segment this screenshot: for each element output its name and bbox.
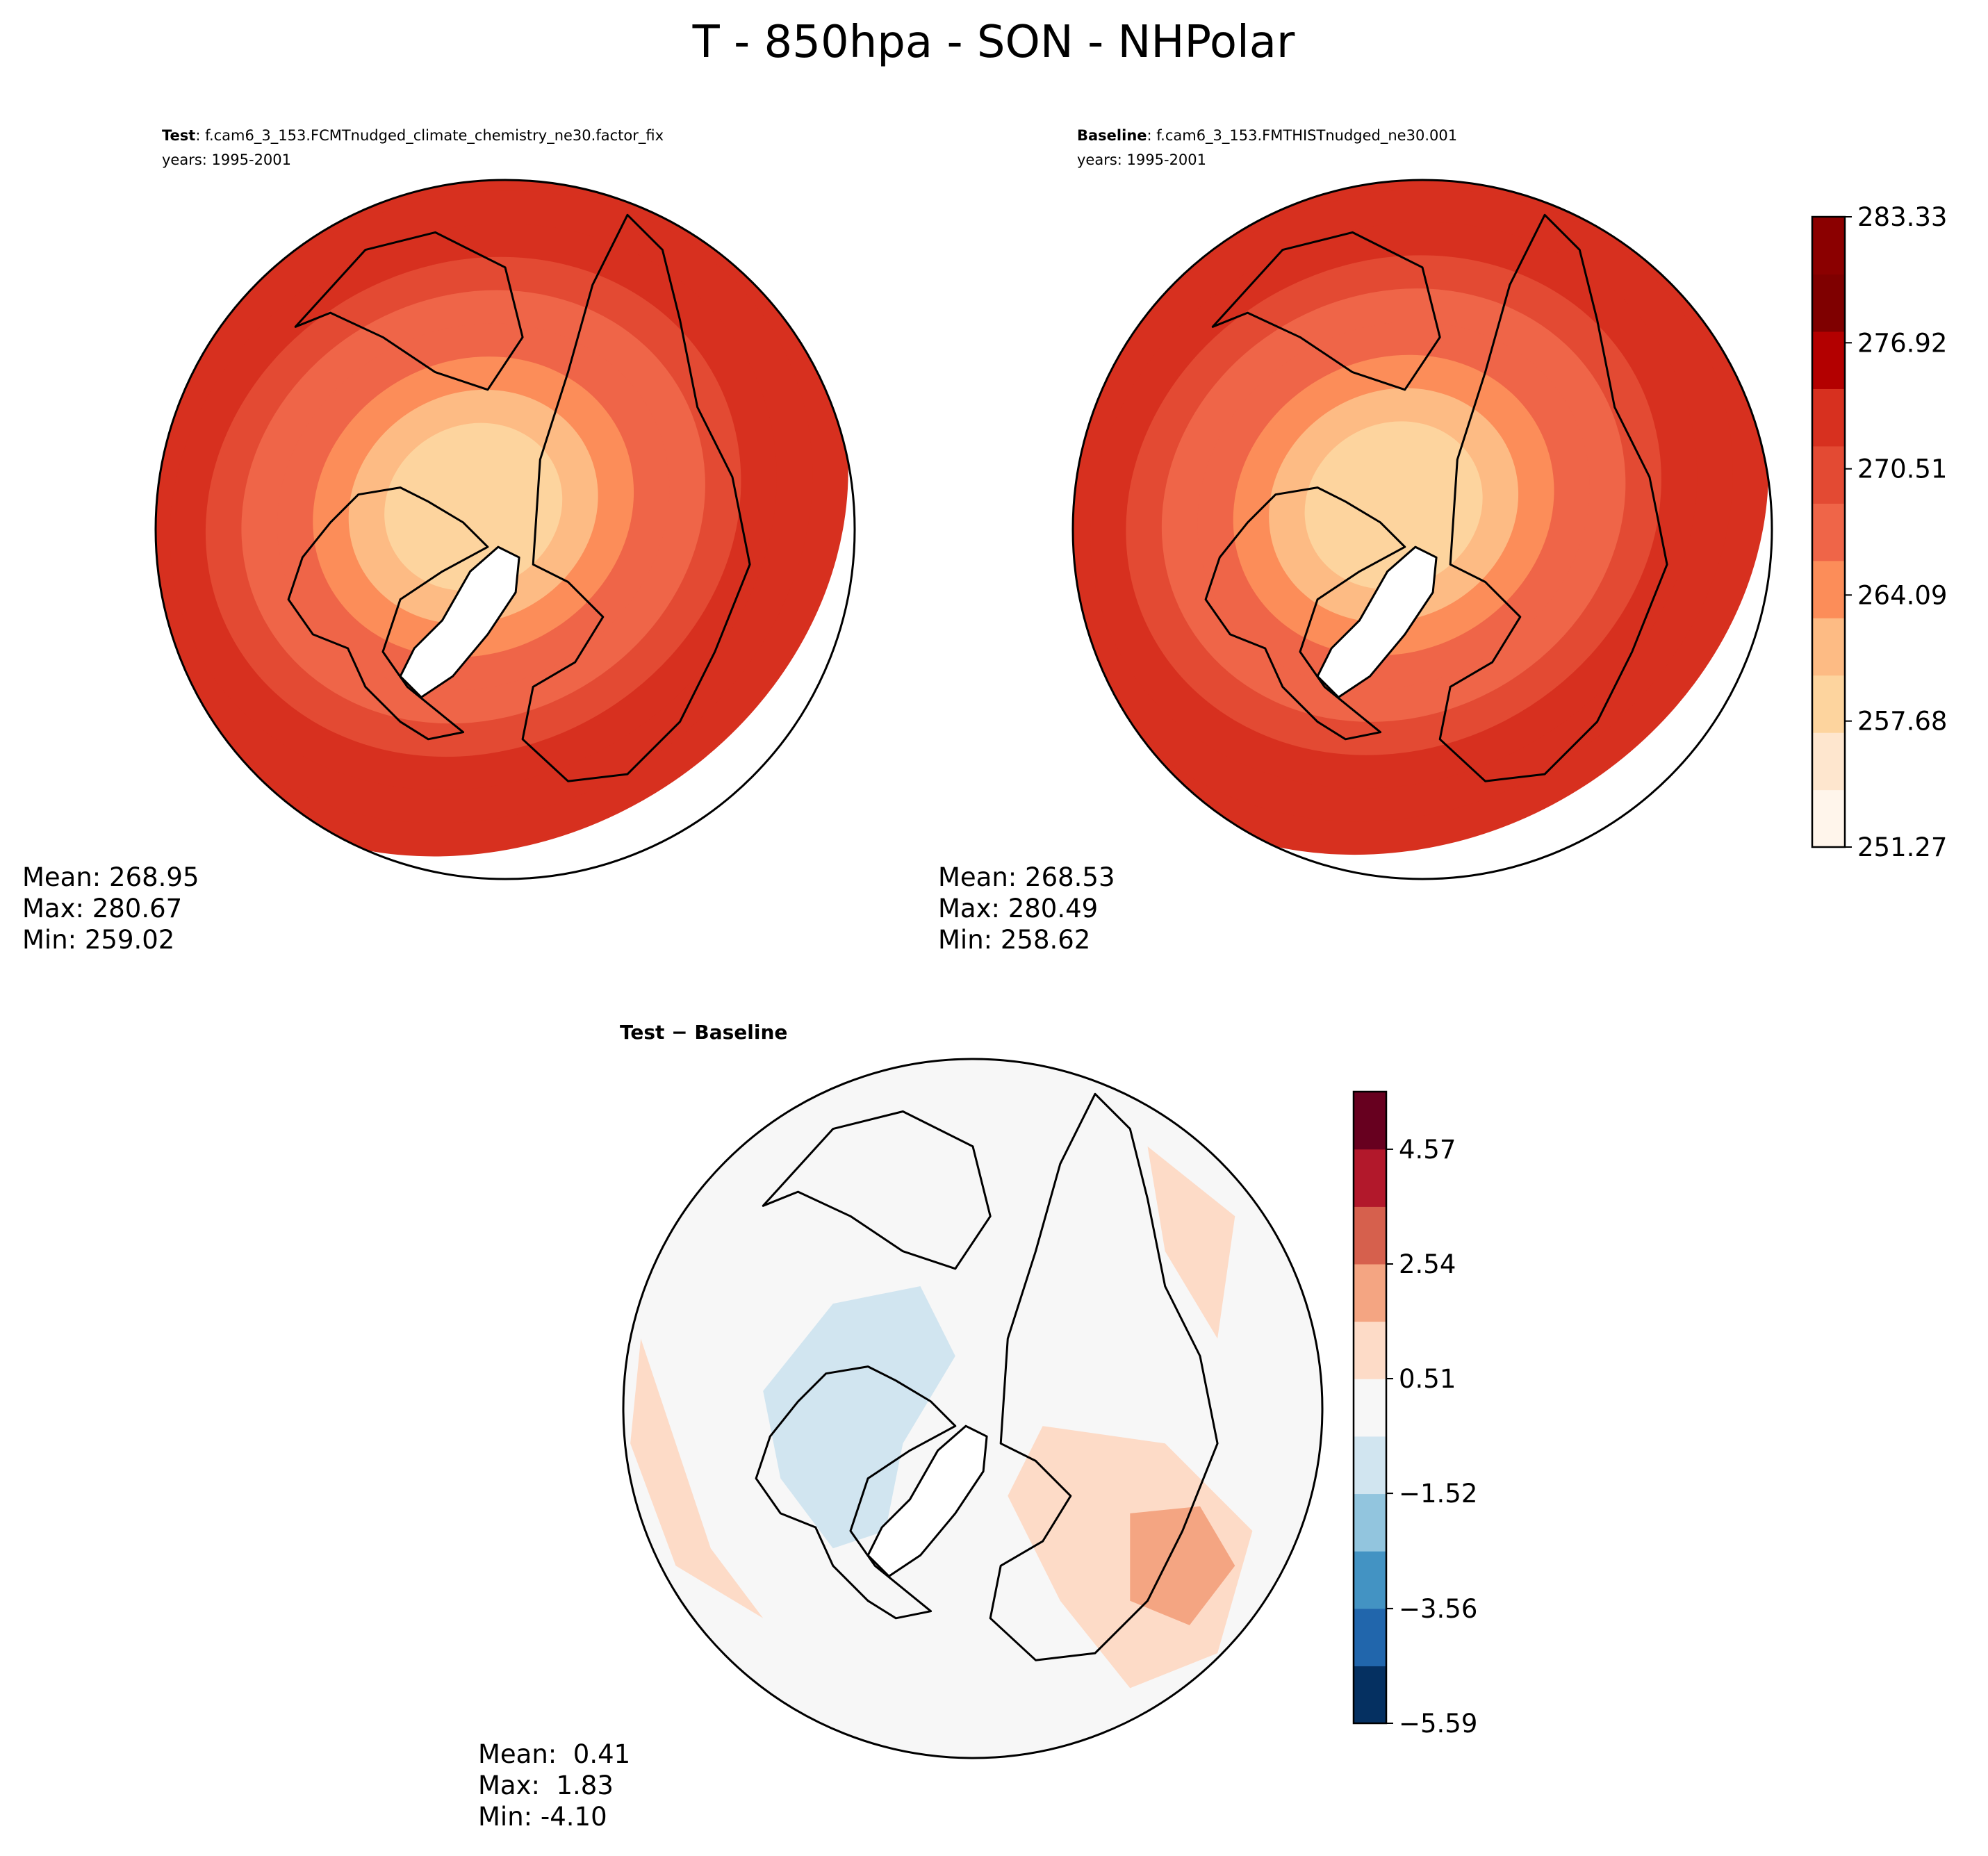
colorbar-difference-swatch: [1354, 1263, 1386, 1322]
colorbar-temperature-swatch: [1812, 618, 1845, 676]
colorbar-temperature-swatch: [1812, 217, 1845, 275]
colorbar-temperature-tick-label: 264.09: [1857, 580, 1947, 610]
panel-diff-coastline-alaska: [762, 1110, 992, 1270]
colorbar-difference-swatch: [1354, 1149, 1386, 1207]
colorbar-difference-swatch: [1354, 1551, 1386, 1609]
panel-test-map: [156, 180, 848, 857]
panel-diff: Test − Baseline Mean: 0.41 Max: 1.83 Min…: [478, 1021, 1324, 1832]
colorbar-temperature-swatch: [1812, 445, 1845, 504]
panel-diff-map-boundary: [622, 1058, 1324, 1759]
panel-baseline-map-boundary: [1071, 179, 1773, 880]
colorbar-temperature-swatch: [1812, 503, 1845, 561]
panel-baseline-greenland-masked: [1316, 545, 1438, 698]
panel-test-stat-max: Max: 280.67: [22, 894, 182, 923]
colorbar-temperature-swatch: [1812, 789, 1845, 848]
colorbar-temperature-tick-label: 257.68: [1857, 707, 1947, 737]
colorbar-difference-tick-label: −5.59: [1399, 1709, 1477, 1739]
colorbar-difference: −5.59 −3.56 −1.52 0.51 2.54 4.57: [1352, 1090, 1477, 1739]
colorbar-difference-swatch: [1354, 1493, 1386, 1552]
panel-diff-anomaly-canada-cold: [763, 1286, 955, 1549]
panel-baseline-years: years: 1995-2001: [1077, 151, 1206, 168]
panel-test: Test: f.cam6_3_153.FCMTnudged_climate_ch…: [22, 127, 856, 955]
panel-diff-anomaly-siberia-hot: [1130, 1506, 1235, 1625]
panel-diff-stat-min: Min: -4.10: [478, 1802, 607, 1832]
colorbar-temperature-swatch: [1812, 675, 1845, 733]
panel-diff-coastline-eurasia: [989, 1092, 1219, 1661]
colorbar-difference-tick-label: 2.54: [1399, 1249, 1456, 1279]
colorbar-temperature-tick-label: 276.92: [1857, 328, 1947, 358]
panel-diff-map: [623, 1059, 1322, 1758]
panel-test-stat-min: Min: 259.02: [22, 925, 174, 955]
colorbar-temperature-swatch: [1812, 331, 1845, 389]
colorbar-difference-swatch: [1354, 1436, 1386, 1495]
panel-diff-greenland-masked: [866, 1424, 988, 1577]
panel-baseline-map: [1073, 180, 1769, 855]
panel-baseline: Baseline: f.cam6_3_153.FMTHISTnudged_ne3…: [938, 127, 1773, 955]
colorbar-difference-frame: [1352, 1090, 1388, 1725]
colorbar-difference-swatch: [1354, 1206, 1386, 1265]
suptitle: T - 850hpa - SON - NHPolar: [692, 17, 1295, 68]
panel-diff-stat-mean: Mean: 0.41: [478, 1739, 630, 1769]
panel-test-title-bold: Test: [162, 127, 195, 144]
panel-test-case-name: f.cam6_3_153.FCMTnudged_climate_chemistr…: [205, 127, 664, 145]
panel-baseline-contour-band: [1340, 454, 1447, 556]
panel-test-coastline-canada: [287, 486, 489, 741]
colorbar-temperature-tick-label: 270.51: [1857, 454, 1947, 484]
panel-test-map-boundary: [154, 179, 856, 880]
panel-baseline-coastline-canada: [1204, 486, 1406, 741]
panel-baseline-title-sep: :: [1147, 127, 1157, 144]
colorbar-difference-swatch: [1354, 1608, 1386, 1666]
panel-baseline-stat-max: Max: 280.49: [938, 894, 1098, 923]
colorbar-temperature-swatch: [1812, 388, 1845, 447]
colorbar-temperature-tick-label: 283.33: [1857, 202, 1947, 232]
panel-baseline-title-bold: Baseline: [1077, 127, 1147, 144]
panel-baseline-stat-mean: Mean: 268.53: [938, 862, 1115, 892]
colorbar-difference-swatch: [1354, 1321, 1386, 1379]
panel-test-stat-mean: Mean: 268.95: [22, 862, 199, 892]
colorbar-temperature-swatch: [1812, 560, 1845, 618]
panel-diff-anomaly-atlantic-warm: [630, 1338, 764, 1618]
colorbar-difference-tick-label: 0.51: [1399, 1364, 1456, 1394]
panel-test-title: Test: f.cam6_3_153.FCMTnudged_climate_ch…: [162, 127, 664, 145]
colorbar-temperature-swatch: [1812, 732, 1845, 791]
colorbar-difference-tick-label: −1.52: [1399, 1479, 1477, 1509]
panel-baseline-stat-min: Min: 258.62: [938, 925, 1090, 955]
panel-diff-title: Test − Baseline: [620, 1021, 787, 1044]
colorbar-difference-swatch: [1354, 1092, 1386, 1150]
colorbar-difference-tick-label: −3.56: [1399, 1594, 1477, 1624]
panel-test-coastline-alaska: [294, 231, 524, 391]
colorbar-difference-swatch: [1354, 1379, 1386, 1437]
colorbar-difference-tick-label: 4.57: [1399, 1135, 1456, 1165]
colorbar-temperature-tick-label: 251.27: [1857, 832, 1947, 862]
panel-baseline-coastline-alaska: [1211, 231, 1441, 391]
panel-test-contour-band: [420, 456, 527, 558]
panel-diff-coastline-canada: [755, 1365, 957, 1620]
colorbar-difference-swatch: [1354, 1666, 1386, 1724]
panel-diff-stat-max: Max: 1.83: [478, 1771, 614, 1800]
panel-baseline-title: Baseline: f.cam6_3_153.FMTHISTnudged_ne3…: [1077, 127, 1457, 145]
colorbar-temperature: 251.27 257.68 264.09 270.51 276.92 283.33: [1811, 202, 1947, 862]
panel-baseline-case-name: f.cam6_3_153.FMTHISTnudged_ne30.001: [1156, 127, 1457, 145]
panel-baseline-coastline-eurasia: [1438, 213, 1668, 782]
colorbar-temperature-swatch: [1812, 274, 1845, 332]
panel-test-greenland-masked: [399, 545, 520, 698]
panel-test-coastline-eurasia: [521, 213, 751, 782]
panel-test-years: years: 1995-2001: [162, 151, 291, 168]
colorbar-temperature-frame: [1811, 215, 1846, 848]
panel-test-title-sep: :: [195, 127, 205, 144]
panel-diff-anomaly-pacific-warm: [1147, 1146, 1235, 1339]
